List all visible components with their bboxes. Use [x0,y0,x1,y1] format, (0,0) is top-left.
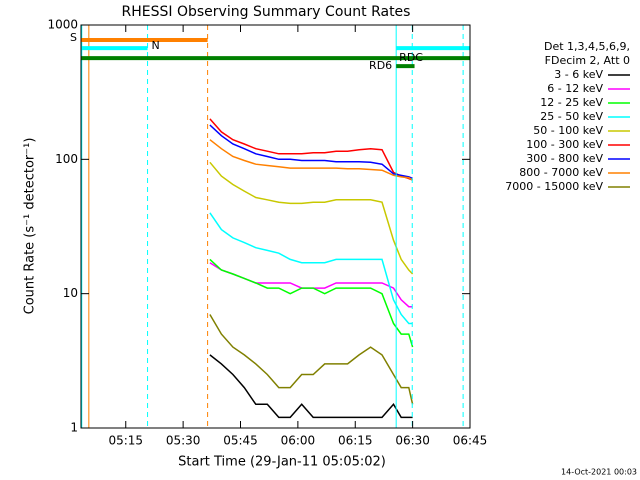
legend-label: 3 - 6 keV [554,68,603,81]
legend-label: 100 - 300 keV [526,138,603,151]
series-line [209,118,413,181]
plot-frame [80,24,471,429]
x-tick-label: 05:45 [223,434,258,448]
series-line [209,354,413,419]
y-tick-label: 1000 [47,18,78,32]
flag-label: S [70,31,77,44]
y-axis-label: Count Rate (s⁻¹ detector⁻¹) [23,138,38,315]
legend-label: 7000 - 15000 keV [505,180,603,193]
y-tick-label: 1 [70,421,78,435]
series-line [209,161,414,275]
x-tick-label: 06:00 [281,434,316,448]
legend-header: FDecim 2, Att 0 [545,54,630,67]
flag-label: RDC [399,51,423,64]
chart-title: RHESSI Observing Summary Count Rates [122,4,411,20]
legend-header: Det 1,3,4,5,6,9, [544,40,630,53]
legend-label: 25 - 50 keV [540,110,603,123]
x-tick-label: 06:45 [453,434,488,448]
footer: 14-Oct-2021 00:03 [561,468,637,477]
legend-label: 6 - 12 keV [547,82,603,95]
x-tick-label: 06:30 [395,434,430,448]
series-line [209,262,413,308]
flag-label: RD6 [369,59,392,72]
x-axis-label: Start Time (29-Jan-11 05:05:02) [178,455,386,470]
x-tick-label: 05:15 [108,434,143,448]
series-line [209,124,413,180]
legend-label: 12 - 25 keV [540,96,603,109]
series-line [209,212,413,325]
x-tick-label: 05:30 [166,434,201,448]
y-tick-label: 100 [55,152,78,166]
x-tick-label: 06:15 [338,434,373,448]
series-line [209,139,414,181]
series-line [209,258,414,348]
legend-label: 50 - 100 keV [533,124,603,137]
flag-label: N [152,39,160,52]
series-line [209,314,414,405]
y-tick-label: 10 [63,286,78,300]
legend-label: 800 - 7000 keV [519,166,603,179]
legend-label: 300 - 800 keV [526,152,603,165]
